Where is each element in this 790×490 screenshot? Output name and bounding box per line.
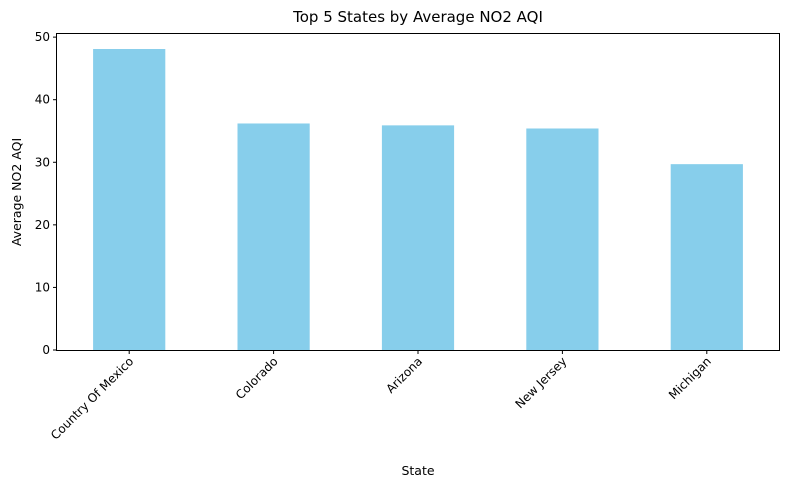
y-tick-label: 40	[35, 93, 50, 107]
y-tick-label: 30	[35, 155, 50, 169]
bar-new-jersey	[526, 128, 599, 350]
y-tick-label: 50	[35, 30, 50, 44]
x-tick-label: Country Of Mexico	[48, 354, 136, 442]
bar-country-of-mexico	[93, 49, 166, 350]
bar-colorado	[237, 123, 310, 350]
x-tick-label: Colorado	[233, 354, 281, 402]
bar-arizona	[381, 125, 455, 350]
chart-title: Top 5 States by Average NO2 AQI	[292, 8, 543, 26]
x-tick-label: New Jersey	[513, 354, 570, 411]
x-ticks-group: Country Of Mexico Colorado Arizona New Jers…	[48, 350, 714, 443]
x-axis-label: State	[401, 463, 434, 478]
y-tick-label: 0	[42, 343, 50, 357]
plot-frame	[56, 33, 780, 351]
bars-group	[93, 49, 743, 350]
bar-michigan	[670, 164, 743, 350]
y-axis-label: Average NO2 AQI	[9, 138, 24, 246]
y-tick-label: 20	[35, 218, 50, 232]
y-ticks-group: 0 10 20 30 40 50	[35, 30, 57, 357]
x-tick-label: Arizona	[383, 354, 425, 396]
x-tick-label: Michigan	[666, 354, 714, 402]
y-tick-label: 10	[35, 280, 50, 294]
